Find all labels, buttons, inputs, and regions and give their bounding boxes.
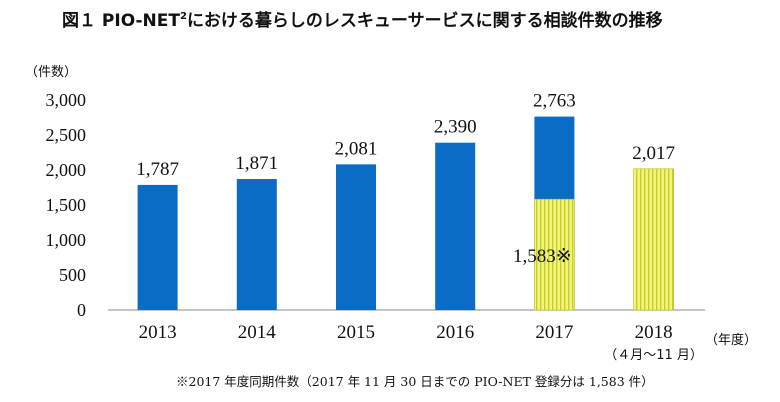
y-tick-label: 1,500	[46, 195, 87, 215]
value-label: 2,017	[632, 143, 675, 164]
period-bar	[534, 198, 575, 311]
y-tick-label: 2,000	[46, 160, 87, 180]
x-axis-ticks: 2013 2014 2015 2016 2017 2018 （４月～11 月）	[139, 322, 703, 363]
y-tick-label: 2,500	[46, 125, 87, 145]
value-label: 2,081	[335, 138, 378, 159]
value-label: 1,871	[235, 153, 278, 174]
y-axis-ticks: 0 500 1,000 1,500 2,000 2,500 3,000	[46, 90, 87, 320]
value-label: 2,390	[434, 117, 477, 138]
footnote: ※2017 年度同期件数（2017 年 11 月 30 日までの PIO-NET…	[176, 374, 654, 389]
chart-title: 図１ PIO-NET2における暮らしのレスキューサービスに関する相談件数の推移	[62, 10, 663, 31]
bar	[137, 184, 178, 310]
x-tick-label: 2013	[139, 322, 177, 343]
period-bar-group	[534, 198, 575, 311]
bar	[336, 164, 376, 310]
bars	[137, 116, 674, 311]
bar	[633, 168, 674, 311]
x-tick-label: 2015	[337, 322, 375, 343]
period-value-label: 1,583※	[513, 246, 572, 267]
value-labels: 1,787 1,871 2,081 2,390 2,763 2,017	[136, 91, 675, 180]
x-tick-sublabel: （４月～11 月）	[604, 348, 703, 363]
x-tick-label: 2017	[535, 322, 573, 343]
x-tick-label: 2014	[238, 322, 277, 343]
value-label: 2,763	[533, 91, 576, 112]
y-tick-label: 1,000	[46, 230, 87, 250]
bar	[435, 142, 476, 310]
chart-title-main: 図１ PIO-NET	[62, 11, 180, 31]
value-label: 1,787	[136, 159, 179, 180]
x-tick-label: 2016	[436, 322, 474, 343]
bar	[236, 179, 277, 310]
y-tick-label: 0	[77, 300, 86, 320]
chart-title-sup: 2	[180, 11, 187, 22]
x-tick-label: 2018	[635, 322, 673, 343]
y-tick-label: 3,000	[46, 90, 87, 110]
y-tick-label: 500	[59, 265, 86, 285]
chart-title-rest: における暮らしのレスキューサービスに関する相談件数の推移	[187, 10, 663, 31]
x-axis-label: （年度）	[705, 332, 757, 348]
y-axis-label: （件数）	[25, 65, 77, 80]
